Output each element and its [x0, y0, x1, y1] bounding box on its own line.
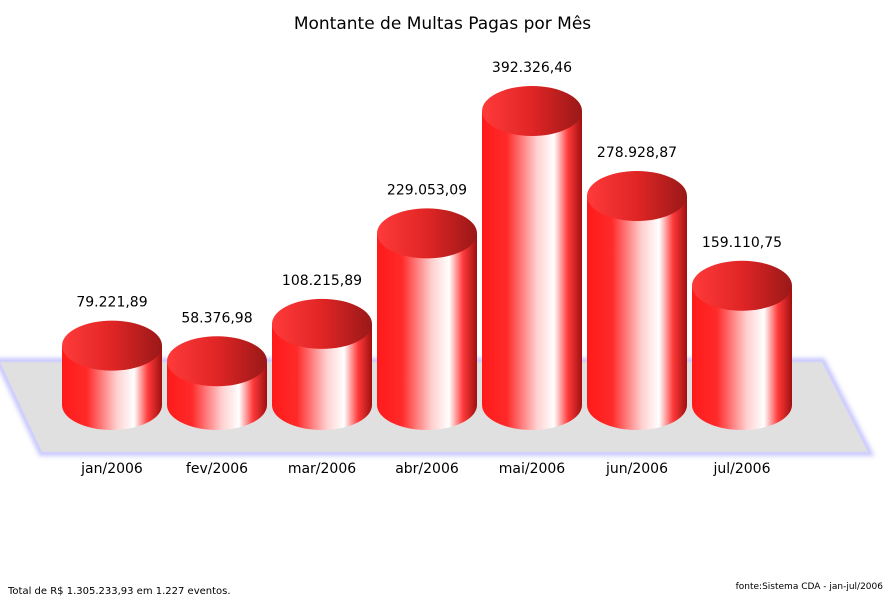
bar	[482, 86, 582, 430]
data-label: 278.928,87	[597, 145, 677, 161]
footer-total: Total de R$ 1.305.233,93 em 1.227 evento…	[8, 586, 231, 597]
data-label: 79.221,89	[76, 295, 147, 311]
data-label: 108.215,89	[282, 273, 362, 289]
x-tick-label: jul/2006	[713, 461, 771, 477]
bar	[377, 208, 477, 430]
x-tick-label: mai/2006	[499, 461, 566, 477]
bar	[167, 336, 267, 430]
bar	[692, 260, 792, 430]
footer-source: fonte:Sistema CDA - jan-jul/2006	[735, 582, 883, 592]
data-label: 58.376,98	[181, 310, 252, 326]
data-label: 159.110,75	[702, 235, 782, 251]
bar	[62, 320, 162, 430]
x-tick-label: jun/2006	[605, 461, 668, 477]
data-label: 392.326,46	[492, 60, 572, 76]
x-tick-label: abr/2006	[395, 461, 459, 477]
bar	[272, 298, 372, 430]
bar	[587, 170, 687, 430]
data-label: 229.053,09	[387, 182, 467, 198]
chart-title: Montante de Multas Pagas por Mês	[293, 14, 592, 34]
x-tick-label: fev/2006	[186, 461, 248, 477]
x-tick-label: jan/2006	[80, 461, 143, 477]
x-tick-label: mar/2006	[288, 461, 356, 477]
